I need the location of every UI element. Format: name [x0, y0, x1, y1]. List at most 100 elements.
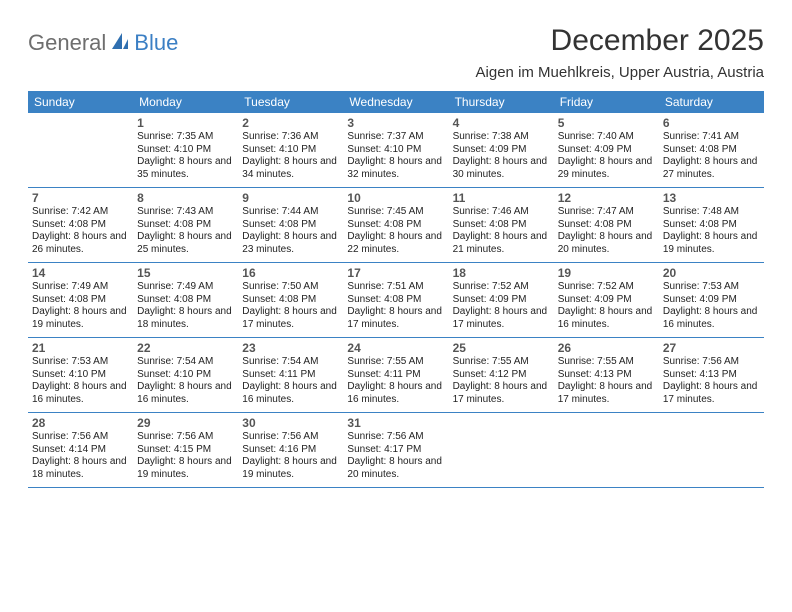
sunset-text: Sunset: 4:16 PM	[242, 444, 339, 457]
calendar-cell: 12Sunrise: 7:47 AMSunset: 4:08 PMDayligh…	[554, 188, 659, 262]
sunset-text: Sunset: 4:14 PM	[32, 444, 129, 457]
day-number: 9	[242, 191, 339, 205]
daylight-text: Daylight: 8 hours and 29 minutes.	[558, 156, 655, 181]
calendar-cell: 23Sunrise: 7:54 AMSunset: 4:11 PMDayligh…	[238, 338, 343, 412]
day-number: 11	[453, 191, 550, 205]
daylight-text: Daylight: 8 hours and 34 minutes.	[242, 156, 339, 181]
calendar-cell: 8Sunrise: 7:43 AMSunset: 4:08 PMDaylight…	[133, 188, 238, 262]
sunrise-text: Sunrise: 7:55 AM	[453, 356, 550, 369]
week-row: 21Sunrise: 7:53 AMSunset: 4:10 PMDayligh…	[28, 338, 764, 413]
day-number: 14	[32, 266, 129, 280]
daylight-text: Daylight: 8 hours and 19 minutes.	[663, 231, 760, 256]
daylight-text: Daylight: 8 hours and 17 minutes.	[453, 306, 550, 331]
daylight-text: Daylight: 8 hours and 17 minutes.	[242, 306, 339, 331]
calendar-cell: 2Sunrise: 7:36 AMSunset: 4:10 PMDaylight…	[238, 113, 343, 187]
calendar-cell: 28Sunrise: 7:56 AMSunset: 4:14 PMDayligh…	[28, 413, 133, 487]
day-header: Tuesday	[238, 91, 343, 113]
daylight-text: Daylight: 8 hours and 20 minutes.	[347, 456, 444, 481]
day-number: 29	[137, 416, 234, 430]
sunrise-text: Sunrise: 7:46 AM	[453, 206, 550, 219]
calendar-cell: 25Sunrise: 7:55 AMSunset: 4:12 PMDayligh…	[449, 338, 554, 412]
calendar-cell: 16Sunrise: 7:50 AMSunset: 4:08 PMDayligh…	[238, 263, 343, 337]
day-number: 10	[347, 191, 444, 205]
day-number: 4	[453, 116, 550, 130]
daylight-text: Daylight: 8 hours and 26 minutes.	[32, 231, 129, 256]
sunrise-text: Sunrise: 7:43 AM	[137, 206, 234, 219]
sunrise-text: Sunrise: 7:52 AM	[453, 281, 550, 294]
calendar-cell: 20Sunrise: 7:53 AMSunset: 4:09 PMDayligh…	[659, 263, 764, 337]
day-header: Monday	[133, 91, 238, 113]
daylight-text: Daylight: 8 hours and 27 minutes.	[663, 156, 760, 181]
daylight-text: Daylight: 8 hours and 19 minutes.	[242, 456, 339, 481]
week-row: 1Sunrise: 7:35 AMSunset: 4:10 PMDaylight…	[28, 113, 764, 188]
daylight-text: Daylight: 8 hours and 17 minutes.	[663, 381, 760, 406]
calendar-cell: 27Sunrise: 7:56 AMSunset: 4:13 PMDayligh…	[659, 338, 764, 412]
day-header-row: SundayMondayTuesdayWednesdayThursdayFrid…	[28, 91, 764, 113]
header: General Blue December 2025 Aigen im Mueh…	[28, 24, 764, 81]
day-number: 18	[453, 266, 550, 280]
day-number: 27	[663, 341, 760, 355]
daylight-text: Daylight: 8 hours and 16 minutes.	[558, 306, 655, 331]
sunset-text: Sunset: 4:08 PM	[558, 219, 655, 232]
sunrise-text: Sunrise: 7:55 AM	[558, 356, 655, 369]
calendar-cell: 22Sunrise: 7:54 AMSunset: 4:10 PMDayligh…	[133, 338, 238, 412]
daylight-text: Daylight: 8 hours and 16 minutes.	[242, 381, 339, 406]
sunrise-text: Sunrise: 7:38 AM	[453, 131, 550, 144]
daylight-text: Daylight: 8 hours and 19 minutes.	[32, 306, 129, 331]
day-number: 20	[663, 266, 760, 280]
sunset-text: Sunset: 4:08 PM	[663, 144, 760, 157]
calendar-cell: 17Sunrise: 7:51 AMSunset: 4:08 PMDayligh…	[343, 263, 448, 337]
sunrise-text: Sunrise: 7:47 AM	[558, 206, 655, 219]
day-number: 7	[32, 191, 129, 205]
daylight-text: Daylight: 8 hours and 35 minutes.	[137, 156, 234, 181]
day-number: 1	[137, 116, 234, 130]
day-header: Sunday	[28, 91, 133, 113]
week-row: 28Sunrise: 7:56 AMSunset: 4:14 PMDayligh…	[28, 413, 764, 488]
daylight-text: Daylight: 8 hours and 16 minutes.	[663, 306, 760, 331]
sunrise-text: Sunrise: 7:41 AM	[663, 131, 760, 144]
sunrise-text: Sunrise: 7:49 AM	[32, 281, 129, 294]
sunrise-text: Sunrise: 7:44 AM	[242, 206, 339, 219]
sunrise-text: Sunrise: 7:50 AM	[242, 281, 339, 294]
day-number: 23	[242, 341, 339, 355]
sunset-text: Sunset: 4:10 PM	[32, 369, 129, 382]
calendar-cell: 1Sunrise: 7:35 AMSunset: 4:10 PMDaylight…	[133, 113, 238, 187]
day-header: Saturday	[659, 91, 764, 113]
sunrise-text: Sunrise: 7:35 AM	[137, 131, 234, 144]
sunset-text: Sunset: 4:10 PM	[347, 144, 444, 157]
daylight-text: Daylight: 8 hours and 25 minutes.	[137, 231, 234, 256]
calendar-cell: 29Sunrise: 7:56 AMSunset: 4:15 PMDayligh…	[133, 413, 238, 487]
calendar-cell: 3Sunrise: 7:37 AMSunset: 4:10 PMDaylight…	[343, 113, 448, 187]
sunset-text: Sunset: 4:10 PM	[137, 144, 234, 157]
calendar-cell	[28, 113, 133, 187]
page-title: December 2025	[476, 24, 764, 58]
calendar-cell: 15Sunrise: 7:49 AMSunset: 4:08 PMDayligh…	[133, 263, 238, 337]
sunset-text: Sunset: 4:08 PM	[453, 219, 550, 232]
calendar-cell: 5Sunrise: 7:40 AMSunset: 4:09 PMDaylight…	[554, 113, 659, 187]
daylight-text: Daylight: 8 hours and 16 minutes.	[347, 381, 444, 406]
sunrise-text: Sunrise: 7:45 AM	[347, 206, 444, 219]
sunrise-text: Sunrise: 7:56 AM	[242, 431, 339, 444]
day-number: 12	[558, 191, 655, 205]
sunset-text: Sunset: 4:08 PM	[32, 294, 129, 307]
calendar-cell: 26Sunrise: 7:55 AMSunset: 4:13 PMDayligh…	[554, 338, 659, 412]
day-number: 25	[453, 341, 550, 355]
daylight-text: Daylight: 8 hours and 18 minutes.	[32, 456, 129, 481]
sunset-text: Sunset: 4:11 PM	[242, 369, 339, 382]
day-header: Friday	[554, 91, 659, 113]
daylight-text: Daylight: 8 hours and 32 minutes.	[347, 156, 444, 181]
week-row: 14Sunrise: 7:49 AMSunset: 4:08 PMDayligh…	[28, 263, 764, 338]
day-number: 13	[663, 191, 760, 205]
sunrise-text: Sunrise: 7:56 AM	[32, 431, 129, 444]
daylight-text: Daylight: 8 hours and 23 minutes.	[242, 231, 339, 256]
calendar: SundayMondayTuesdayWednesdayThursdayFrid…	[28, 91, 764, 488]
title-block: December 2025 Aigen im Muehlkreis, Upper…	[476, 24, 764, 81]
sunrise-text: Sunrise: 7:53 AM	[32, 356, 129, 369]
sunset-text: Sunset: 4:13 PM	[663, 369, 760, 382]
daylight-text: Daylight: 8 hours and 18 minutes.	[137, 306, 234, 331]
day-number: 31	[347, 416, 444, 430]
sunset-text: Sunset: 4:09 PM	[453, 144, 550, 157]
sunset-text: Sunset: 4:15 PM	[137, 444, 234, 457]
calendar-cell: 21Sunrise: 7:53 AMSunset: 4:10 PMDayligh…	[28, 338, 133, 412]
calendar-cell: 9Sunrise: 7:44 AMSunset: 4:08 PMDaylight…	[238, 188, 343, 262]
